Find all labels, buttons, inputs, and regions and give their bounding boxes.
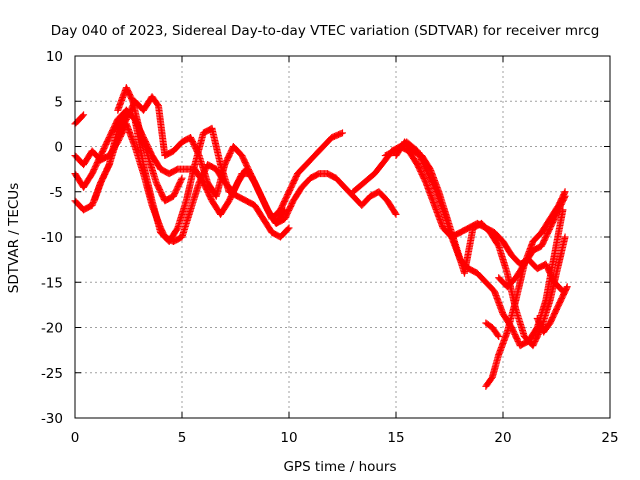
series-track-11	[533, 283, 571, 336]
data-point-marker	[392, 210, 400, 218]
data-point-marker	[494, 331, 502, 339]
series-track-5	[114, 84, 186, 205]
series-track-13	[482, 319, 503, 341]
x-tick-label: 10	[280, 430, 297, 446]
y-tick-label: -15	[41, 275, 63, 291]
data-point-marker	[281, 206, 289, 214]
data-point-marker	[561, 192, 569, 200]
data-point-marker	[339, 129, 346, 137]
grid-lines	[75, 56, 610, 418]
y-tick-label: -5	[50, 185, 63, 201]
series-track-6	[349, 143, 567, 295]
chart-title: Day 040 of 2023, Sidereal Day-to-day VTE…	[51, 23, 600, 39]
data-point-marker	[78, 112, 86, 120]
data-point-marker	[285, 224, 293, 232]
y-tick-label: -25	[41, 366, 63, 382]
data-point-marker	[178, 174, 186, 182]
data-points	[71, 84, 571, 390]
y-tick-label: 5	[54, 94, 63, 110]
data-point-marker	[280, 207, 288, 215]
x-tick-label: 20	[494, 430, 511, 446]
x-tick-label: 0	[71, 430, 80, 446]
x-axis-label: GPS time / hours	[283, 459, 396, 475]
data-point-marker	[560, 194, 568, 202]
series-track-4	[90, 93, 289, 227]
series-track-8	[381, 138, 567, 350]
x-tick-label: 15	[387, 430, 404, 446]
data-point-marker	[495, 333, 503, 341]
data-point-marker	[563, 283, 571, 291]
y-tick-label: 0	[54, 140, 63, 156]
y-tick-label: -10	[41, 230, 63, 246]
x-tick-label: 25	[601, 430, 618, 446]
y-tick-label: 10	[46, 49, 63, 65]
y-axis-label: SDTVAR / TECUs	[6, 183, 22, 293]
data-point-marker	[80, 111, 88, 119]
x-tick-label: 5	[178, 430, 187, 446]
data-point-marker	[284, 225, 292, 233]
series-track-10	[495, 192, 569, 291]
axis-ticks: 0 5 10 15 20 25 10 5 0 -5 -10 -15 -20 -25 -30	[41, 49, 619, 446]
series-track-12	[71, 111, 88, 128]
data-point-marker	[177, 176, 185, 184]
y-tick-label: -20	[41, 321, 63, 337]
y-tick-label: -30	[41, 411, 63, 427]
data-point-marker	[391, 209, 399, 217]
data-point-marker	[561, 233, 569, 241]
data-point-marker	[563, 284, 571, 292]
